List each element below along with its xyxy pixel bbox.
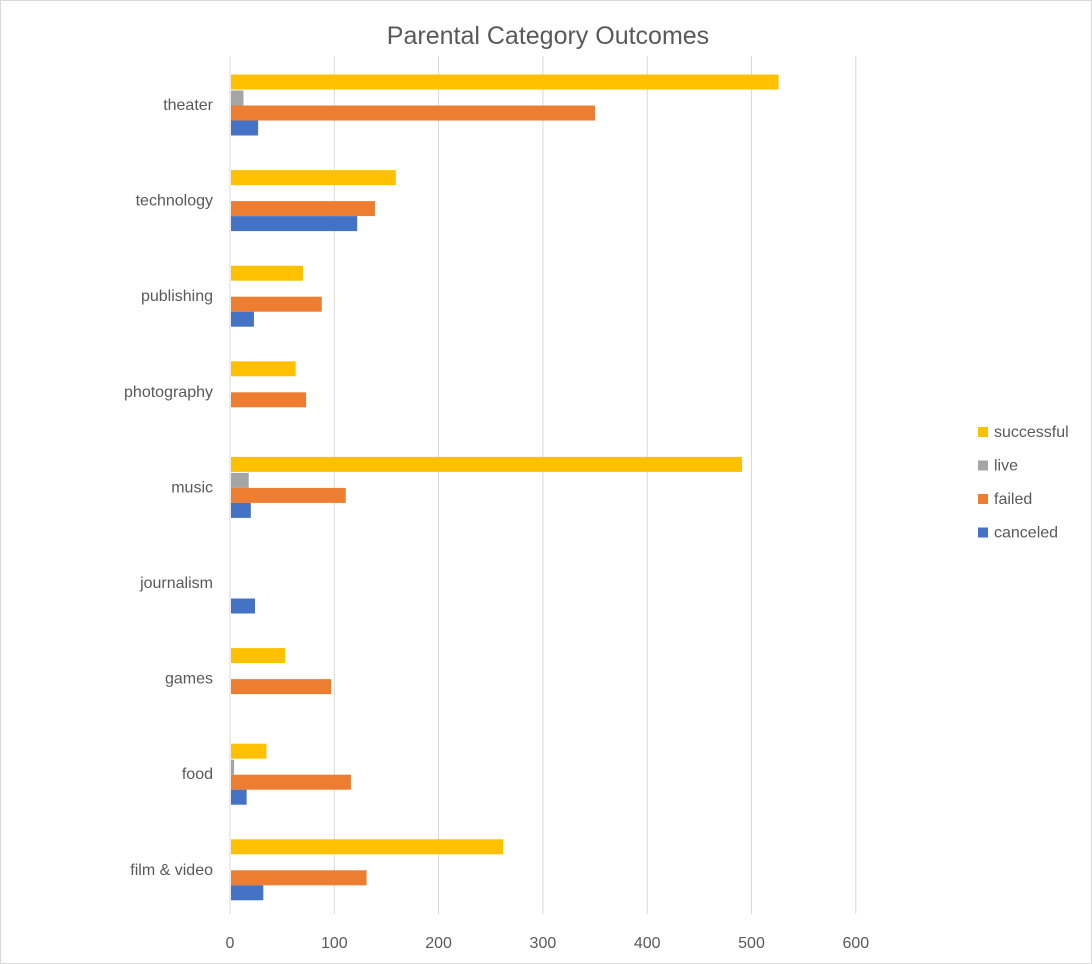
bar-canceled xyxy=(231,120,259,136)
gridlines xyxy=(333,56,857,914)
x-tick-label: 500 xyxy=(738,935,765,952)
bar-live xyxy=(231,472,249,488)
bar-canceled xyxy=(231,885,264,901)
bar-failed xyxy=(231,487,346,503)
bar-successful xyxy=(231,74,779,90)
legend-label: live xyxy=(994,458,1018,475)
legend-swatch-live xyxy=(978,460,988,471)
bar-canceled xyxy=(231,311,254,327)
x-tick-label: 0 xyxy=(226,935,235,952)
chart-title: Parental Category Outcomes xyxy=(387,22,709,50)
category-label: technology xyxy=(136,193,213,210)
legend-label: failed xyxy=(994,491,1032,508)
bar-successful xyxy=(231,456,743,472)
bar-canceled xyxy=(231,216,358,232)
bar-canceled xyxy=(231,502,251,518)
bar-failed xyxy=(231,201,375,217)
x-tick-label: 200 xyxy=(425,935,452,952)
bars xyxy=(231,74,779,901)
legend-swatch-canceled xyxy=(978,527,988,538)
legend: successful live failed canceled xyxy=(978,424,1069,542)
category-label: photography xyxy=(124,384,213,401)
legend-label: successful xyxy=(994,424,1069,441)
bar-failed xyxy=(231,105,596,121)
x-tick-label: 300 xyxy=(530,935,557,952)
category-label: journalism xyxy=(139,575,213,592)
bar-failed xyxy=(231,296,322,312)
category-label: film & video xyxy=(130,862,213,879)
bar-successful xyxy=(231,265,303,281)
bar-failed xyxy=(231,870,367,886)
category-label: games xyxy=(165,671,213,688)
bar-failed xyxy=(231,679,332,695)
category-label: theater xyxy=(163,97,213,114)
bar-successful xyxy=(231,361,296,377)
bar-canceled xyxy=(231,789,247,805)
x-tick-label: 400 xyxy=(634,935,661,952)
bar-successful xyxy=(231,648,286,664)
bar-successful xyxy=(231,839,504,855)
bar-failed xyxy=(231,774,351,790)
bar-canceled xyxy=(231,598,255,614)
x-tick-label: 100 xyxy=(321,935,348,952)
category-label: music xyxy=(171,479,213,496)
bar-failed xyxy=(231,392,307,408)
legend-swatch-successful xyxy=(978,427,988,437)
bar-live xyxy=(231,90,244,106)
bar-successful xyxy=(231,170,396,186)
category-label: food xyxy=(182,766,213,783)
legend-swatch-failed xyxy=(978,494,988,504)
bar-live xyxy=(231,759,235,775)
bar-successful xyxy=(231,743,267,759)
axes: 0 100 200 300 400 500 600 theater technology publ… xyxy=(124,56,869,952)
x-tick-label: 600 xyxy=(842,935,869,952)
legend-label: canceled xyxy=(994,525,1058,542)
category-label: publishing xyxy=(141,288,213,305)
